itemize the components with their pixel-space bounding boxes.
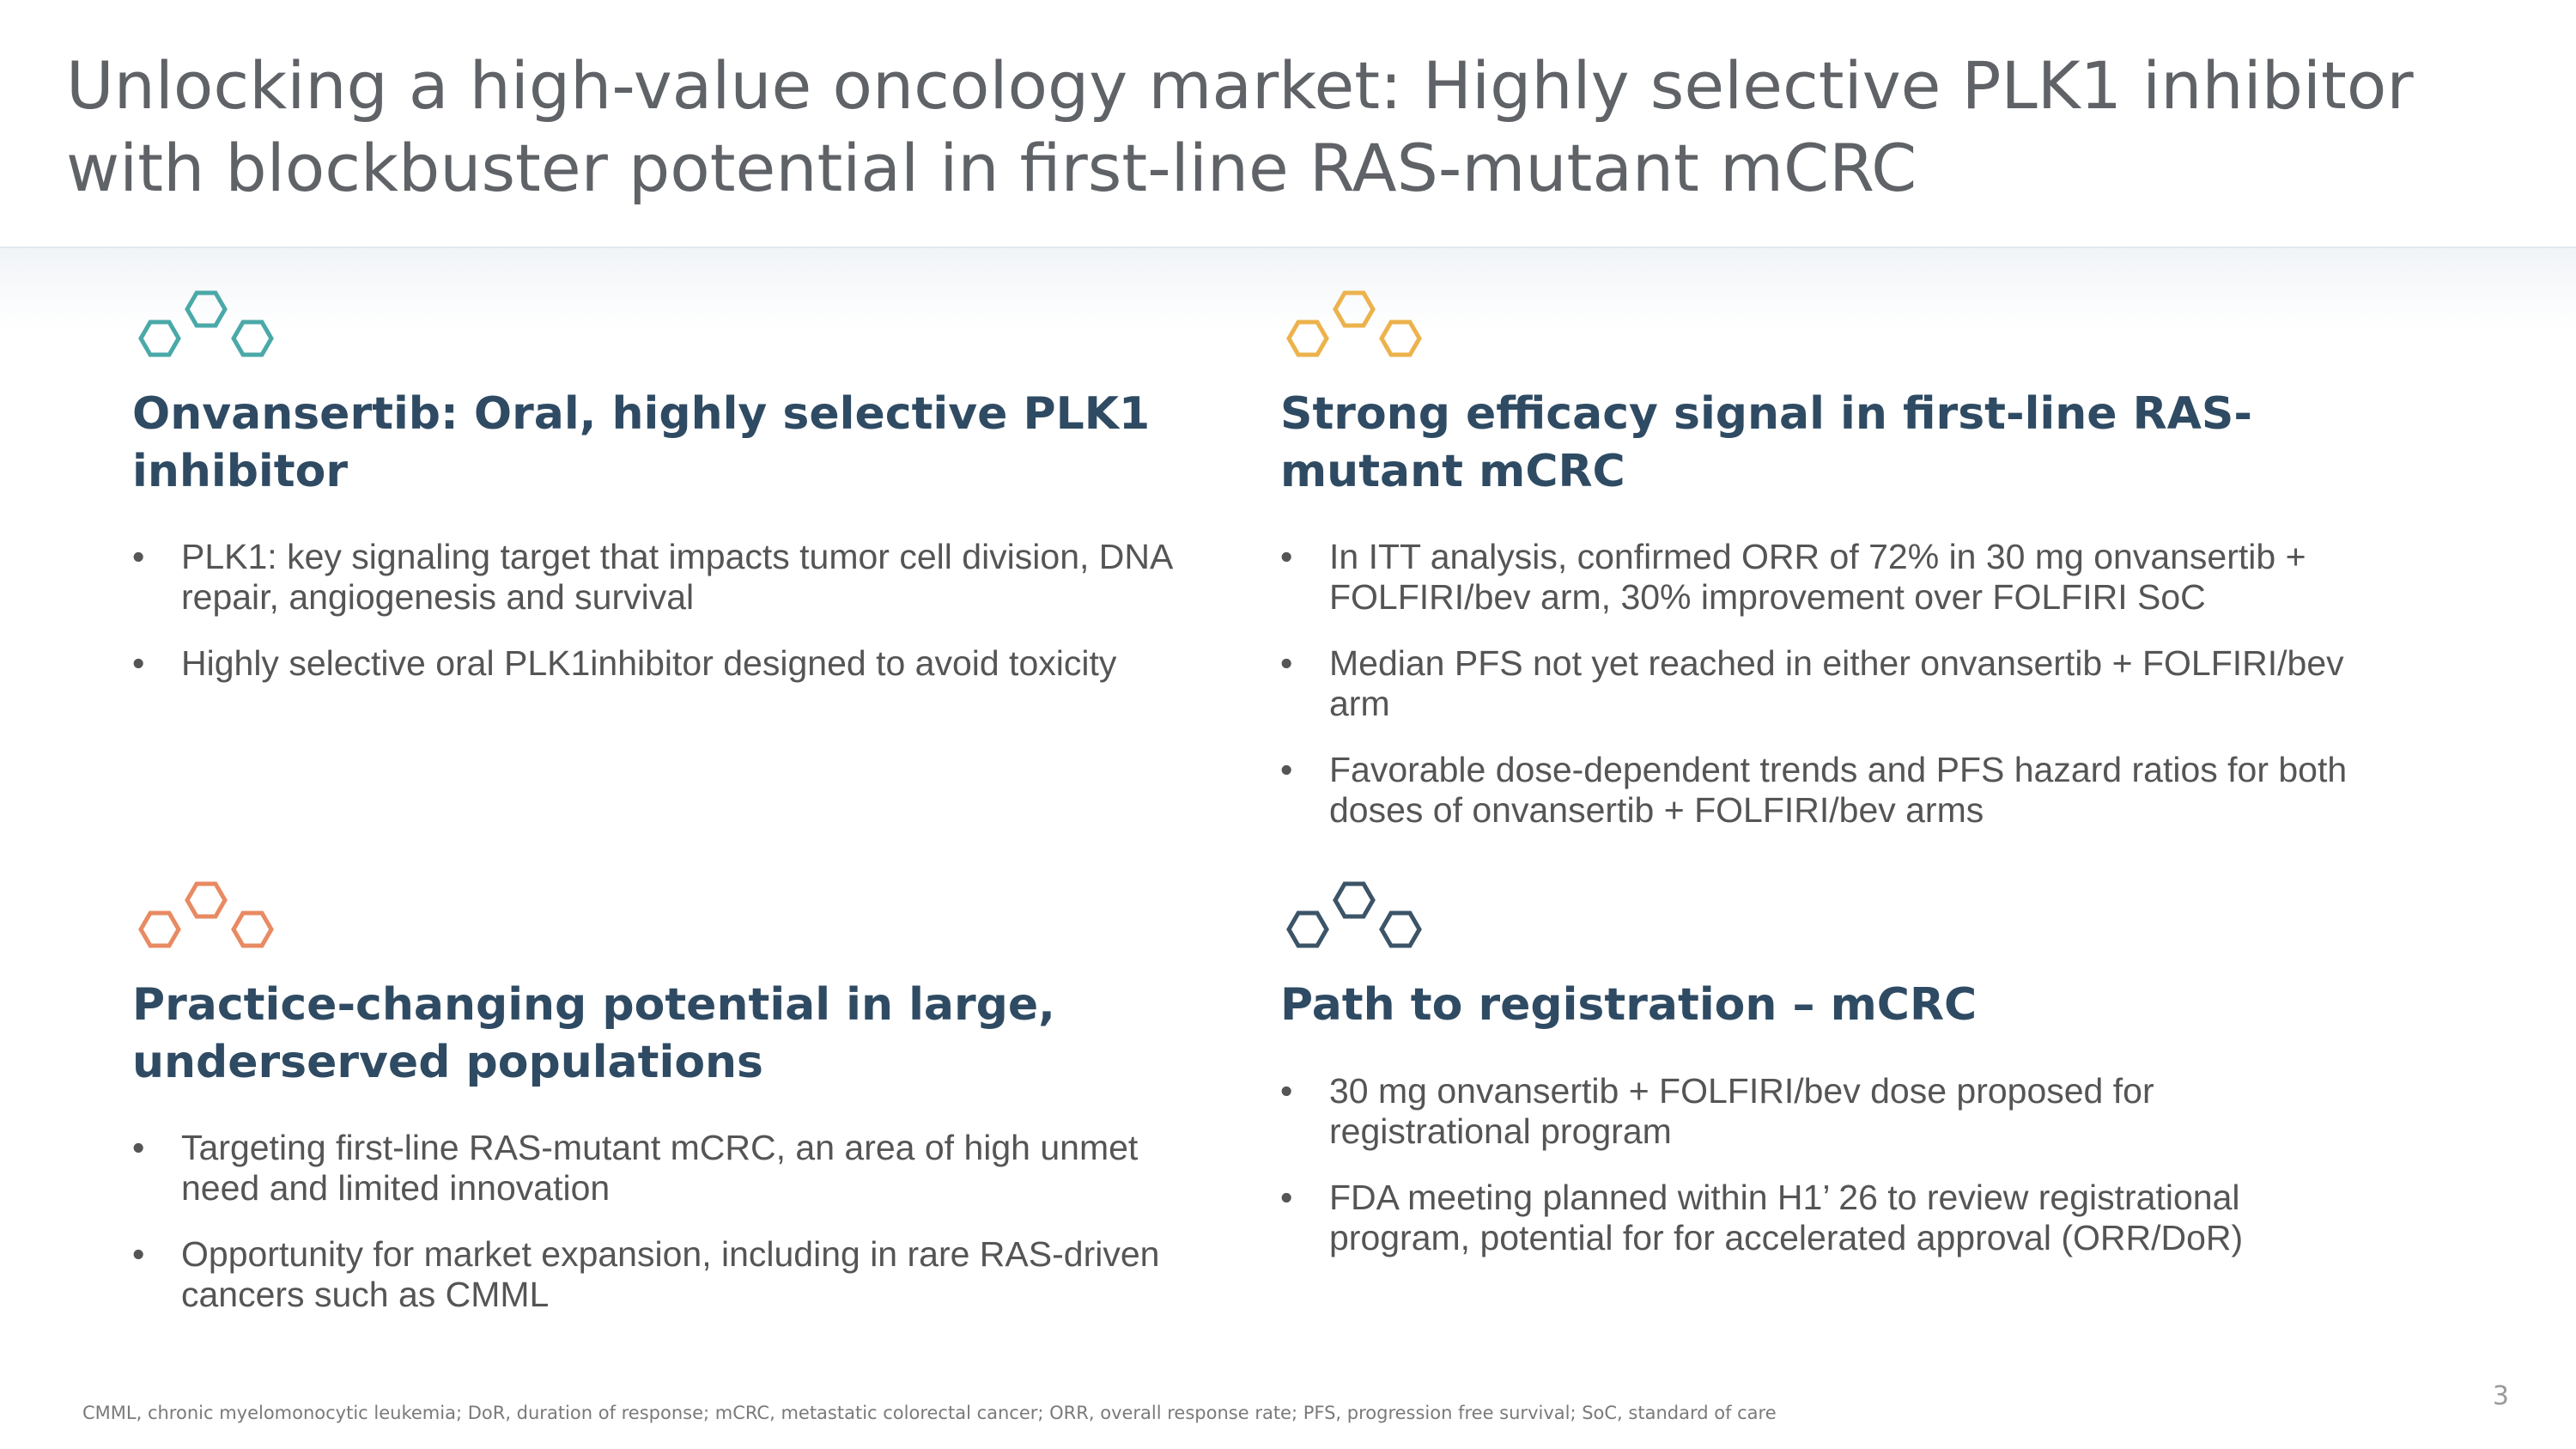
section-potential: Practice-changing potential in large, un… [132,880,1214,1344]
bullet-list: In ITT analysis, confirmed ORR of 72% in… [1280,537,2362,856]
section-heading: Path to registration – mCRC [1280,979,1978,1031]
page-number: 3 [2492,1381,2509,1411]
bullet-item: 30 mg onvansertib + FOLFIRI/bev dose pro… [1280,1071,2362,1152]
bullet-item: Highly selective oral PLK1inhibitor desi… [132,643,1214,684]
hexagon-cluster-icon [138,290,274,357]
bullet-list: 30 mg onvansertib + FOLFIRI/bev dose pro… [1280,1071,2362,1284]
bullet-list: PLK1: key signaling target that impacts … [132,537,1214,709]
bullet-item: Targeting first-line RAS-mutant mCRC, an… [132,1128,1214,1209]
section-onvansertib: Onvansertib: Oral, highly selective PLK1… [132,289,1214,736]
section-registration: Path to registration – mCRC 30 mg onvans… [1280,880,2362,1310]
bullet-item: In ITT analysis, confirmed ORR of 72% in… [1280,537,2362,618]
bullet-item: FDA meeting planned within H1’ 26 to rev… [1280,1178,2362,1258]
section-heading: Practice-changing potential in large, un… [132,979,1055,1088]
bullet-item: Favorable dose-dependent trends and PFS … [1280,750,2362,831]
bullet-item: Opportunity for market expansion, includ… [132,1234,1214,1315]
hexagon-cluster-icon [1286,290,1422,357]
header-divider-band [0,247,2576,330]
bullet-item: PLK1: key signaling target that impacts … [132,537,1214,618]
hexagon-cluster-icon [138,881,274,948]
section-heading: Strong efficacy signal in first-line RAS… [1280,388,2252,497]
bullet-list: Targeting first-line RAS-mutant mCRC, an… [132,1128,1214,1341]
hexagon-cluster-icon [1286,881,1422,948]
bullet-item: Median PFS not yet reached in either onv… [1280,643,2362,724]
section-efficacy: Strong efficacy signal in first-line RAS… [1280,289,2362,882]
section-heading: Onvansertib: Oral, highly selective PLK1… [132,388,1151,497]
slide-title: Unlocking a high-value oncology market: … [66,47,2414,206]
footnote: CMML, chronic myelomonocytic leukemia; D… [82,1403,1777,1423]
